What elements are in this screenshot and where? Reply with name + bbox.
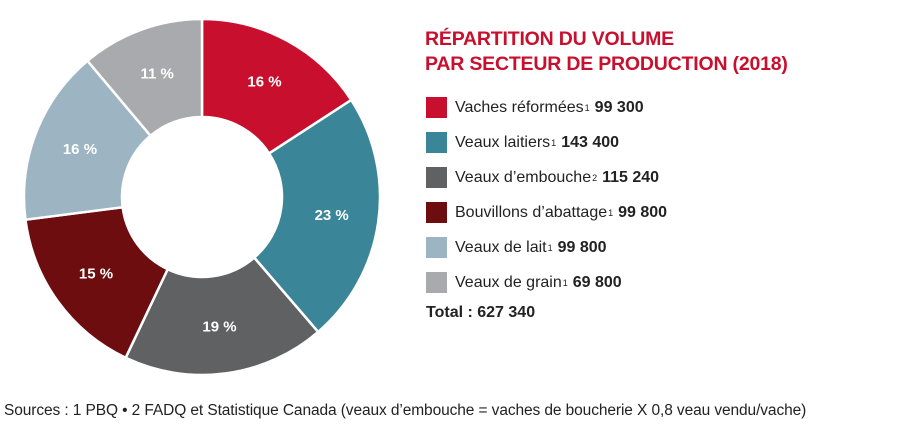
legend-value: 99 800 (618, 203, 668, 221)
donut-slice-5 (22, 58, 153, 222)
legend-label: Vaches réformées (455, 98, 584, 116)
legend-value: 99 300 (594, 98, 644, 116)
donut-slice-2 (252, 98, 382, 334)
slice-percent-label-1: 16 % (247, 73, 281, 90)
legend-swatch (426, 272, 447, 293)
legend-swatch (426, 237, 447, 258)
legend-item-bouvillons-abattage: Bouvillons d’abattage 1 99 800 (426, 195, 667, 230)
legend-swatch (426, 202, 447, 223)
donut-percent-labels: 16 % 23 % 19 % 15 % 16 % 11 % (63, 65, 349, 335)
legend-value: 115 240 (602, 168, 660, 186)
legend-label: Veaux de lait (455, 238, 547, 256)
legend-item-vaches-reformees: Vaches réformées 1 99 300 (426, 90, 667, 125)
legend-item-veaux-laitiers: Veaux laitiers 1 143 400 (426, 125, 667, 160)
legend-swatch (426, 167, 447, 188)
legend-label: Veaux laitiers (455, 133, 551, 151)
legend-label: Veaux de grain (455, 273, 562, 291)
donut-slices (22, 17, 382, 377)
slice-percent-label-4: 15 % (79, 265, 113, 282)
donut-slice-3 (123, 255, 320, 377)
legend-label: Bouvillons d’abattage (455, 203, 608, 221)
slice-percent-label-3: 19 % (202, 318, 236, 335)
slice-percent-label-2: 23 % (315, 207, 349, 224)
legend-swatch (426, 97, 447, 118)
legend-value: 143 400 (561, 133, 620, 151)
slice-percent-label-5: 16 % (63, 141, 97, 158)
legend-swatch (426, 132, 447, 153)
donut-slice-4 (24, 205, 170, 360)
legend-item-veaux-de-grain: Veaux de grain 1 69 800 (426, 265, 667, 300)
legend: Vaches réformées 1 99 300 Veaux laitiers 1… (426, 90, 667, 300)
chart-title-line-1: RÉPARTITION DU VOLUME (425, 28, 674, 50)
donut-chart: 16 % 23 % 19 % 15 % 16 % 11 % (22, 17, 382, 377)
total-label: Total : 627 340 (426, 304, 536, 321)
donut-slice-6 (85, 17, 204, 138)
legend-label: Veaux d’embouche (455, 168, 592, 186)
chart-title-line-2: PAR SECTEUR DE PRODUCTION (2018) (425, 53, 788, 75)
legend-item-veaux-embouche: Veaux d’embouche 2 115 240 (426, 160, 667, 195)
chart-title: RÉPARTITION DU VOLUME PAR SECTEUR DE PRO… (425, 27, 788, 77)
donut-slice-1 (200, 17, 353, 156)
legend-item-veaux-de-lait: Veaux de lait 1 99 800 (426, 230, 667, 265)
sources-footnote: Sources : 1 PBQ • 2 FADQ et Statistique … (4, 402, 807, 419)
legend-value: 69 800 (572, 273, 622, 291)
slice-percent-label-6: 11 % (140, 65, 173, 82)
legend-value: 99 800 (557, 238, 607, 256)
